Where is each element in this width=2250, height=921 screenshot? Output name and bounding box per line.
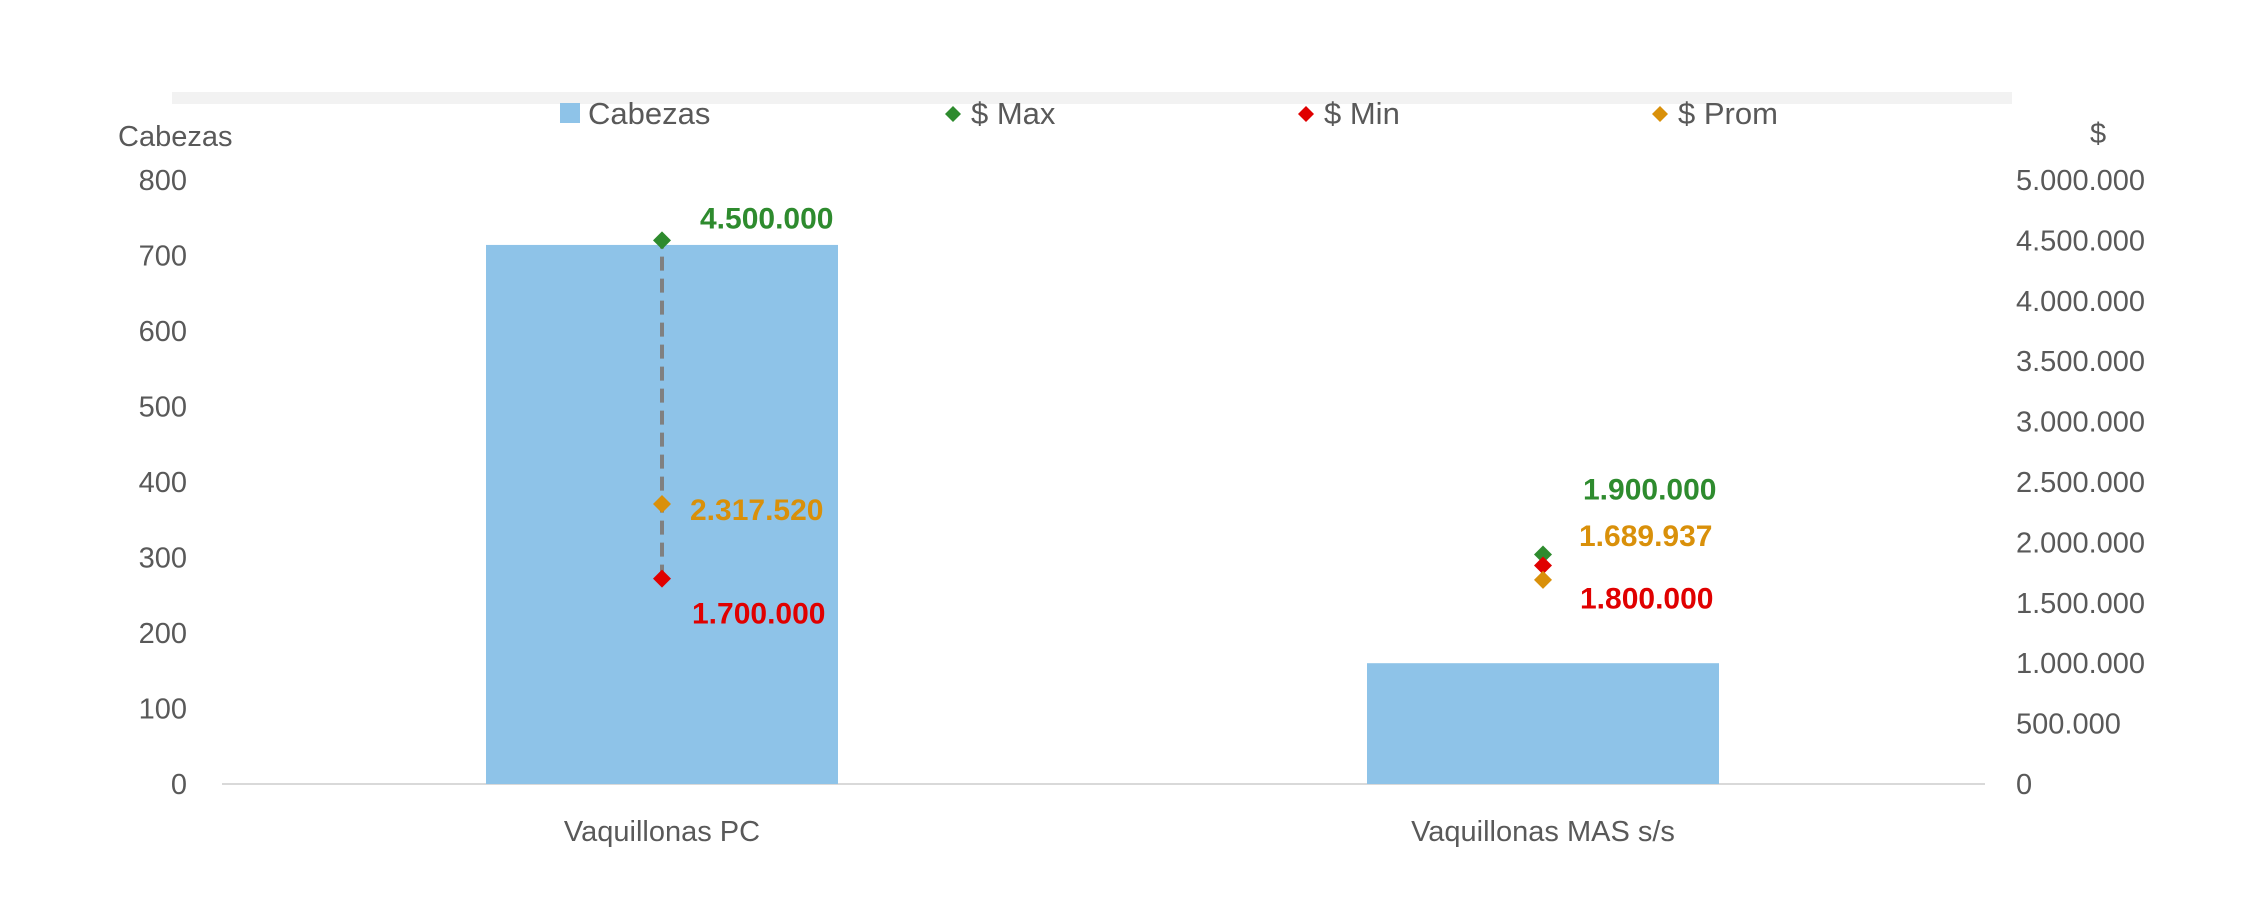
data-label-price-max-vaquillonas-mas-s-s: 1.900.000 xyxy=(1583,473,1716,506)
y2-ticks-layer: 0 500.000 1.000.000 1.500.000 2.000.000 2.500… xyxy=(2016,165,2145,801)
legend-label: $ Max xyxy=(971,96,1056,131)
legend-marker-price-prom xyxy=(1652,106,1668,122)
y2-tick-label: 2.500.000 xyxy=(2016,467,2145,499)
point-price-prom-vaquillonas-pc xyxy=(653,495,671,514)
legend-marker-price-min xyxy=(1298,106,1314,122)
y-tick-label: 800 xyxy=(139,165,187,197)
y2-tick-label: 5.000.000 xyxy=(2016,165,2145,197)
y-tick-label: 700 xyxy=(139,241,187,273)
y2-tick-label: 4.000.000 xyxy=(2016,286,2145,318)
data-label-price-prom-vaquillonas-pc: 2.317.520 xyxy=(690,494,823,527)
legend: Cabezas $ Max $ Min $ Prom xyxy=(560,96,1778,131)
category-label-vaquillonas-mas-s-s: Vaquillonas MAS s/s xyxy=(1411,816,1675,848)
y2-tick-label: 0 xyxy=(2016,769,2032,801)
legend-item-price-max: $ Max xyxy=(945,96,1056,131)
y-axis-title: Cabezas xyxy=(118,121,232,153)
y-tick-label: 100 xyxy=(139,694,187,726)
data-label-price-min-vaquillonas-mas-s-s: 1.800.000 xyxy=(1580,583,1713,616)
y-tick-label: 200 xyxy=(139,618,187,650)
y-tick-label: 600 xyxy=(139,316,187,348)
y-ticks-layer: 0 100 200 300 400 500 600 700 800 xyxy=(139,165,187,801)
legend-swatch-cabezas xyxy=(560,103,580,123)
data-label-price-max-vaquillonas-pc: 4.500.000 xyxy=(700,202,833,235)
legend-label: $ Min xyxy=(1324,96,1400,131)
y-tick-label: 300 xyxy=(139,543,187,575)
point-price-min-vaquillonas-pc xyxy=(653,569,671,588)
y2-tick-label: 3.500.000 xyxy=(2016,346,2145,378)
data-label-price-prom-vaquillonas-mas-s-s: 1.689.937 xyxy=(1579,520,1712,553)
y-tick-label: 500 xyxy=(139,392,187,424)
legend-label: Cabezas xyxy=(588,96,710,131)
point-price-prom-vaquillonas-mas-s-s xyxy=(1534,570,1552,589)
y2-tick-label: 500.000 xyxy=(2016,709,2121,741)
point-price-min-vaquillonas-mas-s-s xyxy=(1534,556,1552,575)
legend-label: $ Prom xyxy=(1678,96,1778,131)
bars-layer xyxy=(486,244,1719,784)
legend-background xyxy=(172,92,2012,104)
data-labels-layer: 4.500.000 1.900.000 1.700.000 1.800.000 2.31… xyxy=(690,202,1716,630)
y2-tick-label: 1.500.000 xyxy=(2016,588,2145,620)
y2-axis-title: $ xyxy=(2090,118,2106,150)
y2-tick-label: 1.000.000 xyxy=(2016,648,2145,680)
points-layer xyxy=(653,231,1552,589)
bar-vaquillonas-mas-s-s xyxy=(1367,663,1719,784)
data-label-price-min-vaquillonas-pc: 1.700.000 xyxy=(692,598,825,631)
y2-tick-label: 3.000.000 xyxy=(2016,407,2145,439)
legend-item-price-prom: $ Prom xyxy=(1652,96,1778,131)
category-labels-layer: Vaquillonas PC Vaquillonas MAS s/s xyxy=(564,816,1675,848)
y2-tick-label: 2.000.000 xyxy=(2016,527,2145,559)
legend-marker-price-max xyxy=(945,106,961,122)
y-tick-label: 0 xyxy=(171,769,187,801)
y2-tick-label: 4.500.000 xyxy=(2016,225,2145,257)
y-tick-label: 400 xyxy=(139,467,187,499)
legend-item-price-min: $ Min xyxy=(1298,96,1400,131)
point-price-max-vaquillonas-pc xyxy=(653,231,671,250)
point-price-max-vaquillonas-mas-s-s xyxy=(1534,545,1552,564)
legend-item-cabezas: Cabezas xyxy=(560,96,710,131)
category-label-vaquillonas-pc: Vaquillonas PC xyxy=(564,816,760,848)
